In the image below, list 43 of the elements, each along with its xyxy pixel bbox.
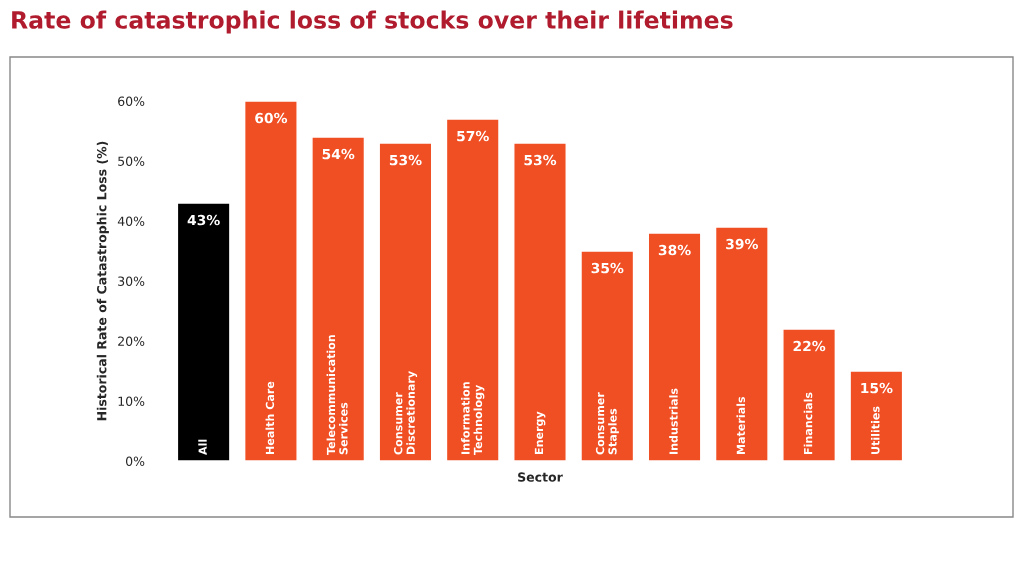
x-tick-label: Consumer Discretionary [394,371,418,455]
data-label: 38% [658,244,691,256]
bar [782,328,837,461]
y-tick-label: 40% [117,216,145,226]
chart-title: Rate of catastrophic loss of stocks over their lifetimes [12,10,733,34]
data-label: 22% [793,340,826,352]
x-tick-label: Materials [736,396,746,454]
x-tick-label: Industrials [669,388,678,454]
bar [445,118,500,461]
x-axis-title: Sector [518,472,563,482]
data-label: 54% [322,148,355,160]
x-tick-label: Financials [803,392,813,454]
x-tick-label: Health Care [265,381,275,454]
y-tick-label: 0% [125,456,145,466]
data-label: 53% [389,154,422,166]
bar [714,226,769,461]
data-label: 39% [726,238,758,250]
y-tick-label: 50% [118,156,145,166]
y-axis-title: Historical Rate of Catastrophic Loss (%) [96,141,109,421]
x-tick-label: Energy [534,411,546,454]
x-tick-label: Consumer Staples [595,392,619,455]
x-tick-label: Telecommunication Services [326,335,348,455]
x-tick-label: Utilities [870,406,880,454]
bar [243,101,298,461]
bar [513,142,567,461]
y-tick-label: 20% [118,336,145,346]
y-tick-label: 60% [118,96,145,106]
data-label: 57% [457,130,489,142]
y-tick-label: 30% [118,276,145,286]
bar [311,136,366,461]
data-label: 35% [591,262,624,274]
bar [647,232,702,461]
bar [378,142,433,461]
y-tick-label: 10% [118,396,145,406]
data-label: 43% [187,214,220,226]
data-label: 53% [524,154,557,166]
data-label: 60% [255,112,288,124]
bar [176,202,231,461]
data-label: 15% [861,382,893,394]
bar [849,370,904,461]
bar [580,250,635,461]
x-tick-label: Information Technology [461,382,485,455]
x-tick-label: All [198,439,207,455]
